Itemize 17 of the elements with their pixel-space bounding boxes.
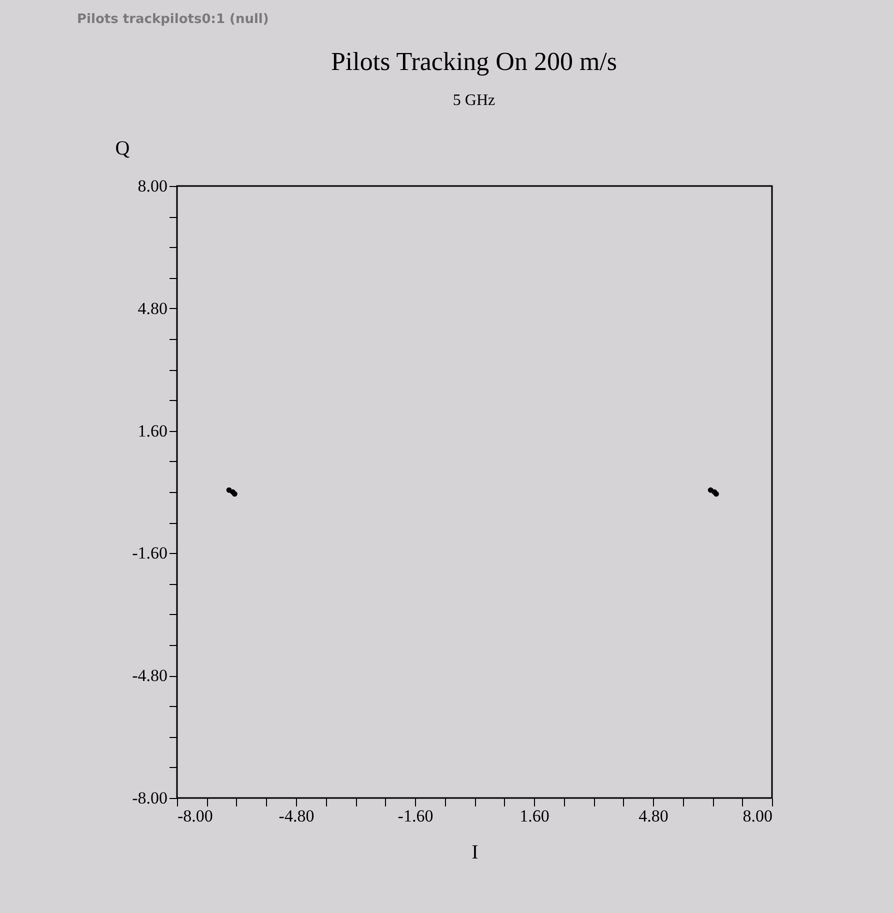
x-tick-label: -1.60 [398, 806, 434, 826]
chart-subtitle: 5 GHz [452, 92, 496, 109]
y-tick-label: -4.80 [132, 666, 168, 686]
y-tick-label: 4.80 [138, 298, 168, 318]
x-tick-label: 1.60 [520, 806, 550, 826]
x-tick-label: -8.00 [178, 806, 213, 826]
x-axis-title: I [472, 842, 478, 864]
x-tick-label: 8.00 [742, 806, 772, 826]
y-axis-title: Q [115, 138, 130, 160]
y-tick-label: 8.00 [138, 176, 168, 196]
y-tick-label: -8.00 [132, 788, 168, 808]
x-tick-label: 4.80 [638, 806, 668, 826]
chart-title: Pilots Tracking On 200 m/s [330, 47, 618, 76]
y-tick-label: 1.60 [138, 421, 168, 440]
x-tick-label: -4.80 [278, 806, 314, 826]
y-tick-label: -1.60 [132, 544, 168, 563]
text: Pilots trackpilots0:1 (null) [77, 12, 269, 27]
